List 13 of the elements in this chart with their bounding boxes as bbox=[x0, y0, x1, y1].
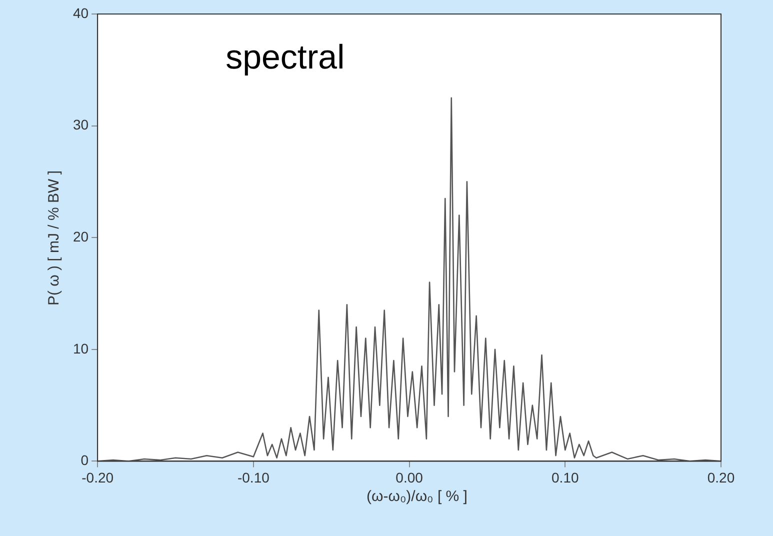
x-tick-label: 0.20 bbox=[707, 469, 735, 486]
y-tick-label: 10 bbox=[72, 340, 89, 356]
annotation: spectral bbox=[226, 38, 345, 76]
x-axis-title: (ω-ω₀)/ω₀ [ % ] bbox=[366, 488, 468, 505]
y-tick-label: 20 bbox=[72, 228, 89, 244]
x-tick-label: -0.20 bbox=[82, 469, 114, 486]
y-axis-title: P( ω ) [ mJ / % BW ] bbox=[46, 170, 62, 306]
y-tick-label: 30 bbox=[72, 116, 89, 133]
x-tick-label: -0.10 bbox=[237, 469, 270, 486]
x-tick-label: 0.00 bbox=[396, 469, 424, 486]
y-tick-label: 40 bbox=[72, 4, 89, 21]
y-tick-label: 0 bbox=[80, 452, 89, 468]
x-tick-label: 0.10 bbox=[552, 469, 579, 486]
